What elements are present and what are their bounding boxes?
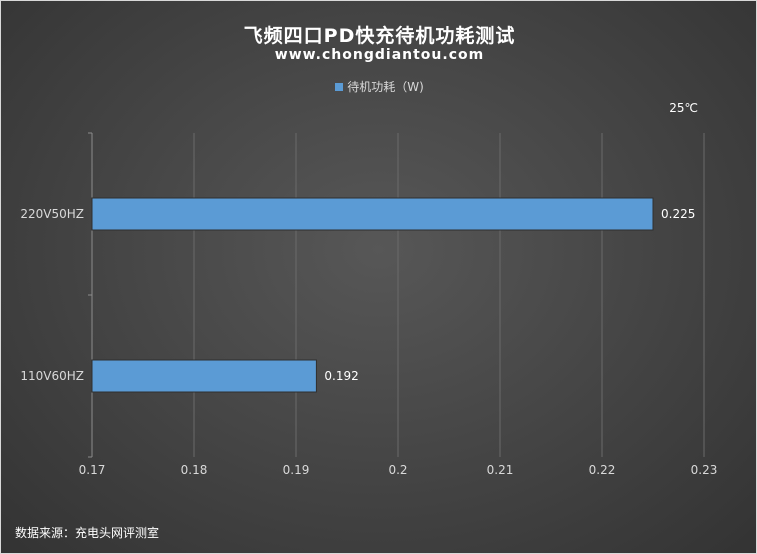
x-tick-label: 0.21 — [487, 463, 514, 477]
chart-subtitle: www.chongdiantou.com — [274, 47, 485, 63]
legend-label: 待机功耗（W) — [347, 80, 424, 94]
category-label: 220V50HZ — [20, 207, 84, 221]
x-tick-label: 0.17 — [79, 463, 106, 477]
bar — [91, 197, 654, 231]
x-tick-label: 0.22 — [589, 463, 616, 477]
category-label: 110V60HZ — [20, 369, 84, 383]
chart-title: 飞频四口PD快充待机功耗测试 — [243, 25, 516, 47]
legend: 待机功耗（W) — [1, 78, 756, 95]
bar — [91, 359, 317, 393]
x-tick-label: 0.19 — [283, 463, 310, 477]
data-label: 0.225 — [661, 207, 695, 221]
x-tick-label: 0.2 — [388, 463, 407, 477]
data-label: 0.192 — [324, 369, 358, 383]
data-source: 数据来源：充电头网评测室 — [15, 526, 160, 540]
x-tick-label: 0.23 — [691, 463, 718, 477]
x-tick-label: 0.18 — [181, 463, 208, 477]
legend-swatch — [335, 82, 344, 91]
temperature-note: 25℃ — [669, 101, 698, 115]
